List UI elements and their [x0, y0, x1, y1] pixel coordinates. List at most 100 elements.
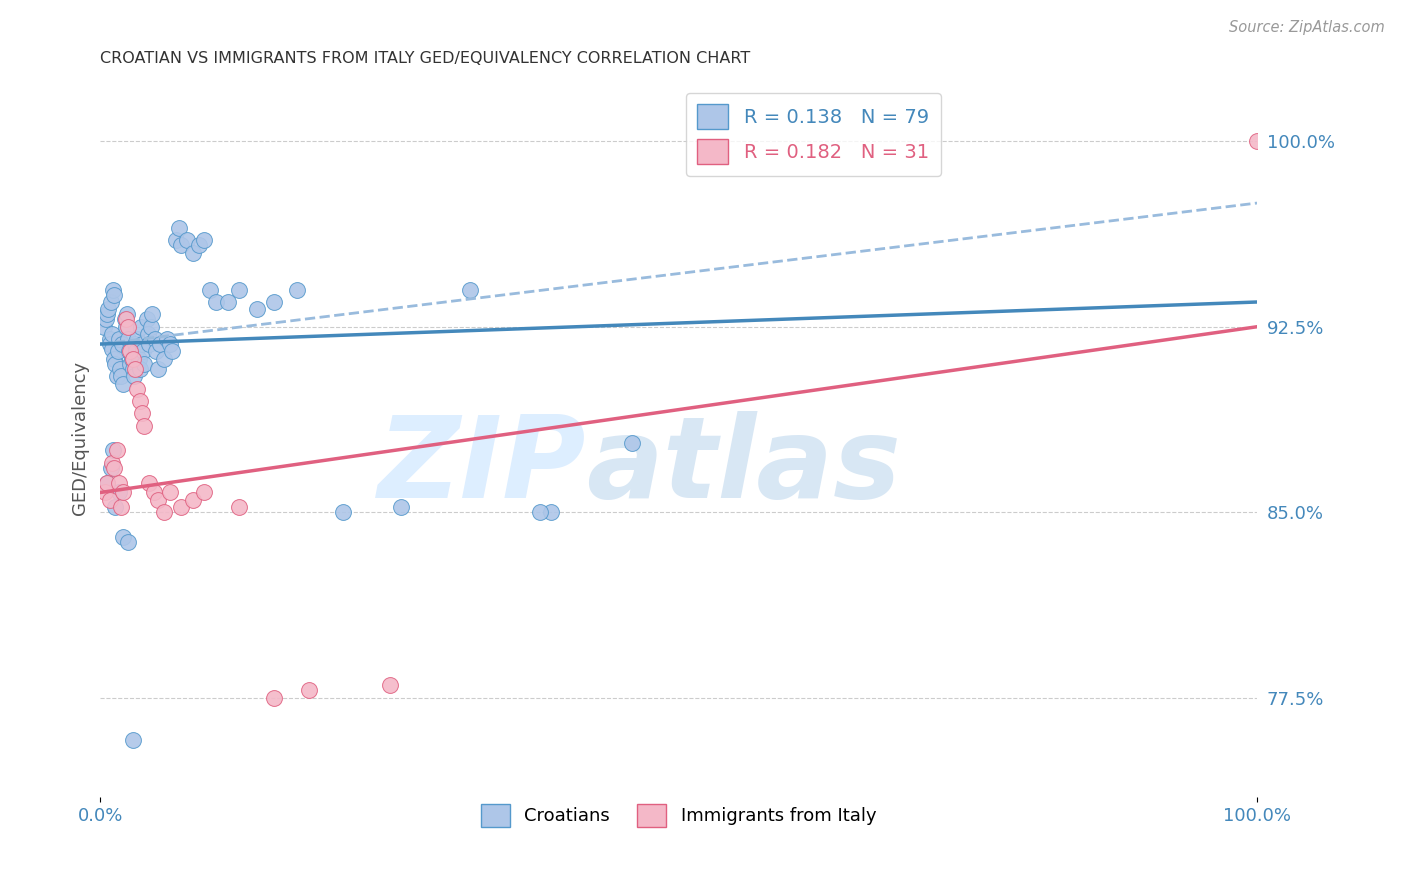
Point	[193, 233, 215, 247]
Point	[135, 312, 157, 326]
Point	[121, 351, 143, 366]
Legend: Croatians, Immigrants from Italy: Croatians, Immigrants from Italy	[474, 797, 883, 834]
Point	[621, 436, 644, 450]
Point	[193, 485, 215, 500]
Point	[200, 283, 222, 297]
Point	[136, 327, 159, 342]
Point	[228, 500, 250, 515]
Point	[112, 485, 135, 500]
Point	[389, 500, 412, 515]
Point	[112, 376, 135, 391]
Point	[110, 369, 132, 384]
Point	[100, 460, 122, 475]
Point	[114, 312, 136, 326]
Point	[128, 351, 150, 366]
Point	[120, 344, 142, 359]
Y-axis label: GED/Equivalency: GED/Equivalency	[72, 361, 89, 515]
Point	[98, 492, 121, 507]
Point	[165, 233, 187, 247]
Point	[148, 361, 170, 376]
Point	[96, 475, 118, 490]
Point	[217, 295, 239, 310]
Point	[263, 295, 285, 310]
Point	[148, 492, 170, 507]
Point	[138, 475, 160, 490]
Point	[170, 500, 193, 515]
Point	[460, 283, 482, 297]
Point	[120, 357, 142, 371]
Point	[205, 295, 228, 310]
Point	[529, 505, 551, 519]
Point	[104, 357, 127, 371]
Point	[117, 332, 139, 346]
Point	[117, 319, 139, 334]
Point	[117, 535, 139, 549]
Point	[129, 319, 152, 334]
Point	[103, 287, 125, 301]
Point	[228, 283, 250, 297]
Point	[134, 418, 156, 433]
Point	[153, 351, 176, 366]
Point	[159, 337, 181, 351]
Point	[96, 475, 118, 490]
Point	[332, 505, 354, 519]
Point	[108, 475, 131, 490]
Point	[114, 319, 136, 334]
Text: ZIP: ZIP	[378, 411, 586, 522]
Point	[97, 302, 120, 317]
Point	[122, 369, 145, 384]
Point	[159, 485, 181, 500]
Text: Source: ZipAtlas.com: Source: ZipAtlas.com	[1229, 20, 1385, 35]
Point	[153, 505, 176, 519]
Point	[121, 732, 143, 747]
Point	[145, 344, 167, 359]
Point	[187, 238, 209, 252]
Point	[107, 344, 129, 359]
Point	[93, 319, 115, 334]
Point	[378, 678, 401, 692]
Point	[104, 500, 127, 515]
Point	[94, 312, 117, 326]
Point	[138, 337, 160, 351]
Point	[110, 500, 132, 515]
Text: CROATIAN VS IMMIGRANTS FROM ITALY GED/EQUIVALENCY CORRELATION CHART: CROATIAN VS IMMIGRANTS FROM ITALY GED/EQ…	[100, 51, 751, 66]
Point	[149, 337, 172, 351]
Point	[111, 337, 134, 351]
Point	[128, 394, 150, 409]
Point	[156, 332, 179, 346]
Point	[118, 344, 141, 359]
Point	[108, 361, 131, 376]
Point	[98, 337, 121, 351]
Point	[245, 302, 267, 317]
Point	[132, 344, 155, 359]
Point	[98, 332, 121, 346]
Point	[127, 382, 149, 396]
Point	[115, 307, 138, 321]
Point	[540, 505, 562, 519]
Point	[103, 460, 125, 475]
Point	[125, 344, 148, 359]
Point	[141, 307, 163, 321]
Point	[160, 344, 183, 359]
Point	[124, 361, 146, 376]
Point	[1246, 134, 1268, 148]
Point	[105, 443, 128, 458]
Point	[121, 351, 143, 366]
Point	[142, 485, 165, 500]
Point	[181, 492, 204, 507]
Point	[96, 307, 118, 321]
Point	[101, 283, 124, 297]
Point	[285, 283, 308, 297]
Point	[176, 233, 198, 247]
Point	[100, 295, 122, 310]
Point	[131, 406, 153, 420]
Point	[101, 456, 124, 470]
Point	[141, 319, 163, 334]
Point	[134, 357, 156, 371]
Text: atlas: atlas	[586, 411, 901, 522]
Point	[263, 690, 285, 705]
Point	[108, 332, 131, 346]
Point	[127, 332, 149, 346]
Point	[170, 238, 193, 252]
Point	[94, 485, 117, 500]
